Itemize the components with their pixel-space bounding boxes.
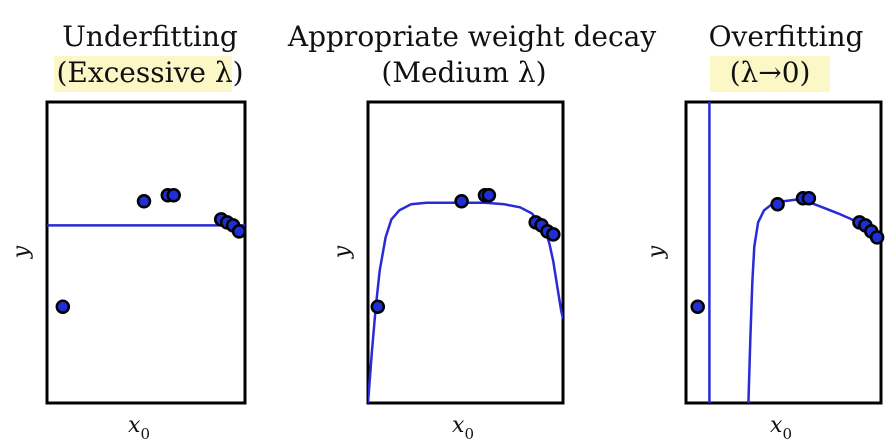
data-point	[168, 189, 180, 201]
data-point	[692, 301, 704, 313]
fit-curves	[368, 203, 563, 403]
plot-frame	[686, 102, 881, 403]
x-axis-label-main: x	[770, 413, 783, 438]
panel-title: Overfitting	[709, 20, 864, 53]
plot-area	[686, 102, 883, 403]
data-point	[772, 198, 784, 210]
panel-subtitle: (Excessive λ)	[56, 56, 243, 89]
data-points	[57, 189, 245, 312]
fit-curve	[368, 203, 563, 403]
plot-area	[47, 102, 245, 403]
data-points	[692, 192, 883, 312]
data-point	[483, 189, 495, 201]
x-axis-label-subscript: 0	[464, 425, 474, 443]
fit-curves	[709, 102, 881, 403]
x-axis-label-subscript: 0	[782, 425, 792, 443]
plot-area	[368, 102, 563, 403]
data-point	[57, 301, 69, 313]
data-point	[456, 195, 468, 207]
panel-appropriate-weight-decay: Appropriate weight decay (Medium λ) y x0	[287, 20, 656, 443]
x-axis-label: x0	[770, 413, 792, 443]
panel-title: Underfitting	[62, 20, 238, 53]
x-axis-label: x0	[452, 413, 474, 443]
y-axis-label: y	[9, 245, 34, 259]
plot-frame	[368, 102, 563, 403]
panel-underfitting: Underfitting (Excessive λ) y x0	[9, 20, 245, 443]
data-point	[547, 228, 559, 240]
panel-title: Appropriate weight decay	[287, 20, 656, 53]
x-axis-label: x0	[128, 413, 150, 443]
panel-subtitle: (Medium λ)	[381, 56, 546, 89]
y-axis-label: y	[330, 245, 355, 259]
x-axis-label-main: x	[452, 413, 465, 438]
plot-frame	[47, 102, 245, 403]
data-point	[138, 195, 150, 207]
x-axis-label-subscript: 0	[140, 425, 150, 443]
panel-subtitle: (λ→0)	[730, 56, 811, 89]
data-point	[372, 301, 384, 313]
x-axis-label-main: x	[128, 413, 141, 438]
data-point	[803, 192, 815, 204]
y-axis-label: y	[644, 245, 669, 259]
data-points	[372, 189, 560, 312]
data-point	[871, 231, 883, 243]
panel-overfitting: Overfitting (λ→0) y x0	[644, 20, 883, 443]
data-point	[233, 225, 245, 237]
